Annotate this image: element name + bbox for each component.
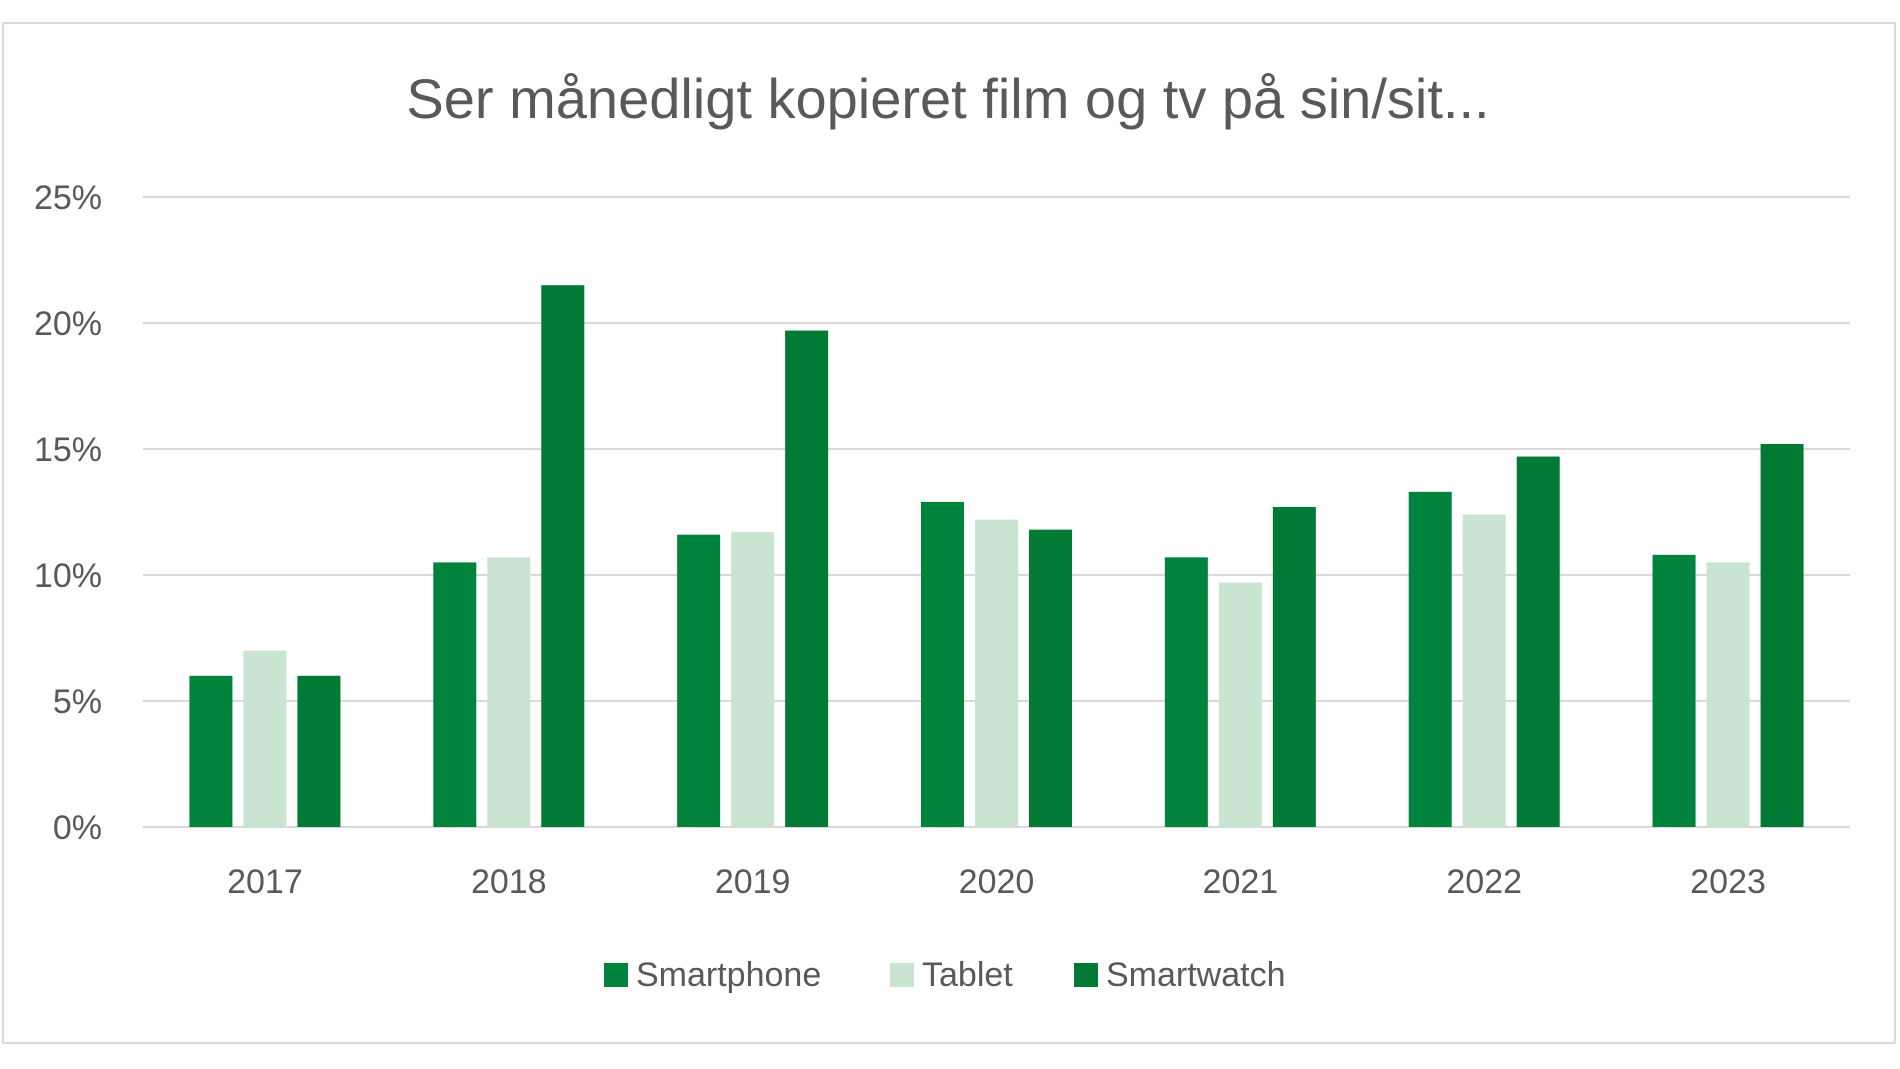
legend-swatch-smartwatch xyxy=(1074,963,1098,987)
bar-tablet-2018 xyxy=(487,557,531,827)
legend-label-tablet: Tablet xyxy=(922,956,1013,994)
x-axis-tick-labels: 2017 2018 2019 2020 2021 2022 2023 xyxy=(227,863,1766,901)
bar-smartwatch-2021 xyxy=(1272,506,1316,827)
x-tick-label: 2020 xyxy=(959,863,1035,901)
bar-tablet-2020 xyxy=(975,519,1018,827)
x-tick-label: 2022 xyxy=(1446,863,1522,901)
bar-smartwatch-2017 xyxy=(297,675,341,827)
bar-tablet-2023 xyxy=(1706,562,1750,827)
bar-smartphone-2018 xyxy=(433,562,477,827)
y-tick-label: 25% xyxy=(34,179,102,217)
bar-smartphone-2021 xyxy=(1164,557,1208,827)
legend-swatch-smartphone xyxy=(604,963,628,987)
bar-smartwatch-2020 xyxy=(1029,529,1072,827)
y-tick-label: 15% xyxy=(34,431,102,469)
y-tick-label: 10% xyxy=(34,557,102,595)
y-tick-label: 5% xyxy=(53,683,102,721)
y-tick-label: 0% xyxy=(53,809,102,847)
bar-smartwatch-2018 xyxy=(541,285,585,827)
bar-smartphone-2017 xyxy=(189,675,233,827)
gridlines xyxy=(143,196,1850,828)
bar-tablet-2019 xyxy=(731,532,775,827)
bar-tablet-2022 xyxy=(1462,514,1506,827)
bars xyxy=(189,285,1804,827)
legend-swatch-tablet xyxy=(890,963,914,987)
bar-smartphone-2023 xyxy=(1652,554,1696,827)
x-tick-label: 2018 xyxy=(471,863,547,901)
bar-tablet-2017 xyxy=(243,650,287,827)
y-axis-tick-labels: 0% 5% 10% 15% 20% 25% xyxy=(34,179,102,847)
x-tick-label: 2023 xyxy=(1690,863,1766,901)
bar-smartphone-2020 xyxy=(921,501,964,827)
bar-smartwatch-2022 xyxy=(1516,456,1560,827)
legend-label-smartphone: Smartphone xyxy=(636,956,821,994)
y-tick-label: 20% xyxy=(34,305,102,343)
x-tick-label: 2019 xyxy=(715,863,791,901)
legend: Smartphone Tablet Smartwatch xyxy=(604,956,1286,994)
legend-label-smartwatch: Smartwatch xyxy=(1106,956,1286,994)
x-tick-label: 2017 xyxy=(227,863,303,901)
bar-smartwatch-2019 xyxy=(785,330,829,827)
x-tick-label: 2021 xyxy=(1203,863,1279,901)
chart-title: Ser månedligt kopieret film og tv på sin… xyxy=(406,67,1489,130)
bar-smartwatch-2023 xyxy=(1760,443,1804,827)
bar-smartphone-2022 xyxy=(1408,491,1452,827)
bar-smartphone-2019 xyxy=(677,534,721,827)
bar-tablet-2021 xyxy=(1218,582,1262,827)
